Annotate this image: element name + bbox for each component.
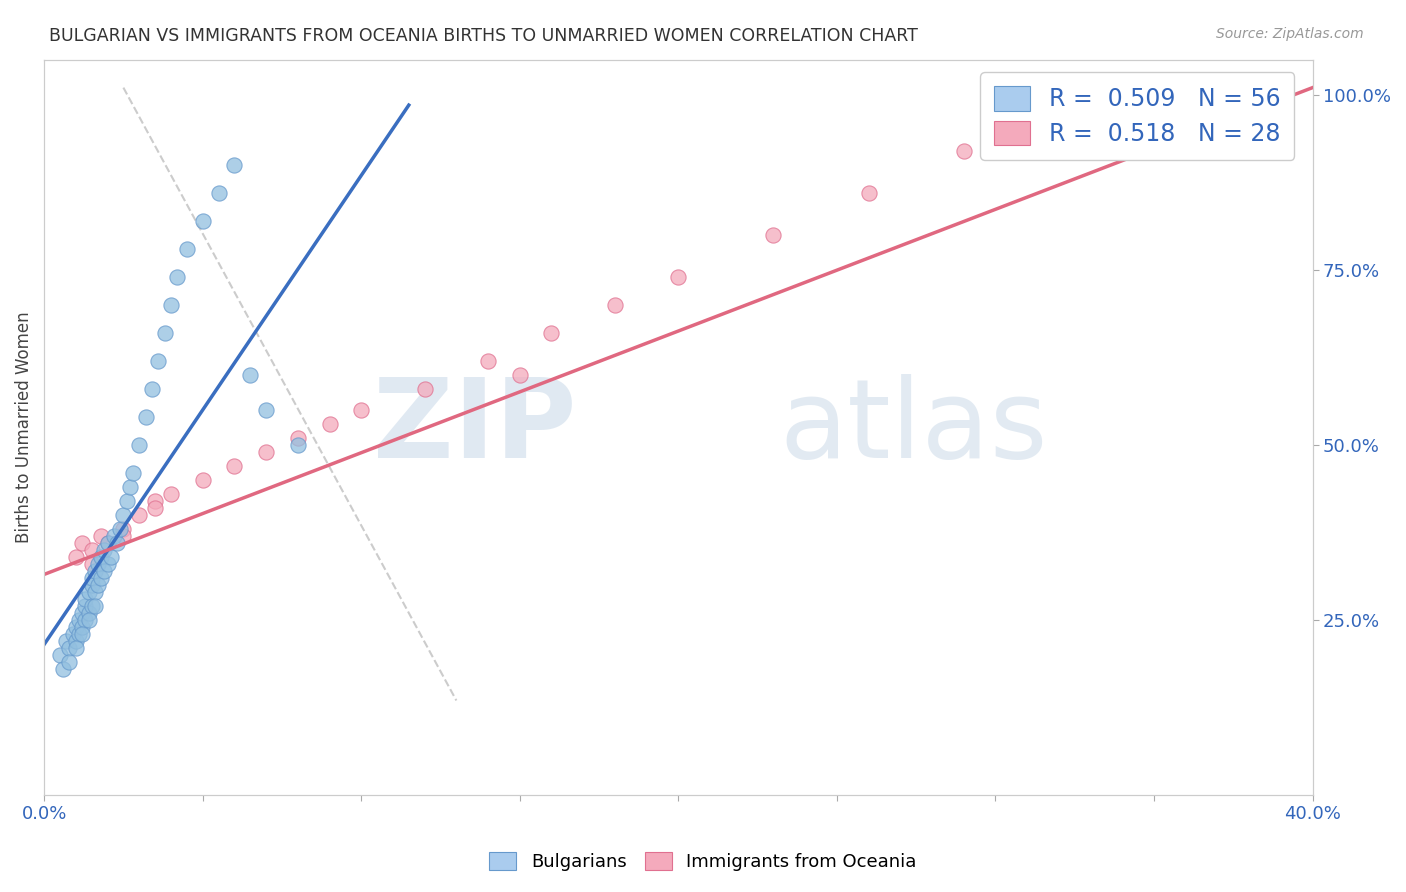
Point [90, 529, 112, 543]
Point [58, 655, 80, 669]
Point [666, 269, 689, 284]
Point [75, 599, 97, 613]
Point [77, 613, 100, 627]
Point [153, 326, 176, 340]
Point [80, 578, 103, 592]
Point [65, 634, 87, 648]
Point [80, 542, 103, 557]
Point [128, 508, 150, 522]
Point [112, 522, 135, 536]
Point [70, 627, 93, 641]
Point [65, 549, 87, 564]
Point [75, 613, 97, 627]
Point [83, 599, 105, 613]
Point [166, 269, 188, 284]
Point [115, 494, 138, 508]
Legend: R =  0.509   N = 56, R =  0.518   N = 28: R = 0.509 N = 56, R = 0.518 N = 28 [980, 72, 1295, 160]
Point [55, 634, 77, 648]
Point [52, 662, 75, 676]
Point [58, 640, 80, 655]
Point [77, 606, 100, 620]
Point [100, 549, 122, 564]
Point [141, 382, 163, 396]
Point [603, 298, 626, 312]
Point [49, 648, 72, 662]
Point [509, 368, 531, 382]
Point [80, 599, 103, 613]
Point [254, 402, 277, 417]
Point [110, 522, 132, 536]
Point [143, 500, 166, 515]
Point [87, 557, 110, 571]
Point [207, 186, 229, 200]
Point [135, 409, 157, 424]
Point [75, 591, 97, 606]
Point [80, 557, 103, 571]
Point [112, 508, 135, 522]
Point [239, 368, 262, 382]
Point [93, 564, 115, 578]
Point [70, 536, 93, 550]
Point [318, 417, 340, 431]
Point [160, 487, 183, 501]
Point [83, 564, 105, 578]
Point [176, 242, 198, 256]
Point [191, 213, 214, 227]
Point [224, 458, 246, 473]
Text: BULGARIAN VS IMMIGRANTS FROM OCEANIA BIRTHS TO UNMARRIED WOMEN CORRELATION CHART: BULGARIAN VS IMMIGRANTS FROM OCEANIA BIR… [49, 27, 918, 45]
Point [762, 227, 785, 242]
Point [413, 382, 436, 396]
Point [128, 438, 150, 452]
Point [148, 353, 170, 368]
Point [287, 438, 309, 452]
Point [80, 571, 103, 585]
Point [77, 585, 100, 599]
Point [350, 402, 373, 417]
Point [160, 298, 183, 312]
Point [96, 557, 118, 571]
Text: Source: ZipAtlas.com: Source: ZipAtlas.com [1216, 27, 1364, 41]
Point [65, 640, 87, 655]
Point [143, 494, 166, 508]
Point [83, 585, 105, 599]
Point [254, 445, 277, 459]
Point [122, 466, 145, 480]
Point [62, 627, 84, 641]
Point [67, 627, 90, 641]
Point [477, 353, 499, 368]
Y-axis label: Births to Unmarried Women: Births to Unmarried Women [15, 311, 32, 543]
Point [96, 536, 118, 550]
Point [952, 144, 974, 158]
Text: ZIP: ZIP [374, 374, 576, 481]
Point [96, 536, 118, 550]
Point [858, 186, 880, 200]
Point [1047, 109, 1070, 123]
Point [70, 620, 93, 634]
Point [70, 606, 93, 620]
Point [90, 549, 112, 564]
Legend: Bulgarians, Immigrants from Oceania: Bulgarians, Immigrants from Oceania [482, 845, 924, 879]
Point [103, 529, 125, 543]
Point [65, 620, 87, 634]
Point [93, 542, 115, 557]
Point [540, 326, 562, 340]
Point [112, 529, 135, 543]
Point [191, 473, 214, 487]
Point [287, 431, 309, 445]
Point [105, 536, 128, 550]
Point [67, 613, 90, 627]
Point [118, 480, 141, 494]
Point [224, 158, 246, 172]
Text: atlas: atlas [780, 374, 1049, 481]
Point [87, 578, 110, 592]
Point [90, 571, 112, 585]
